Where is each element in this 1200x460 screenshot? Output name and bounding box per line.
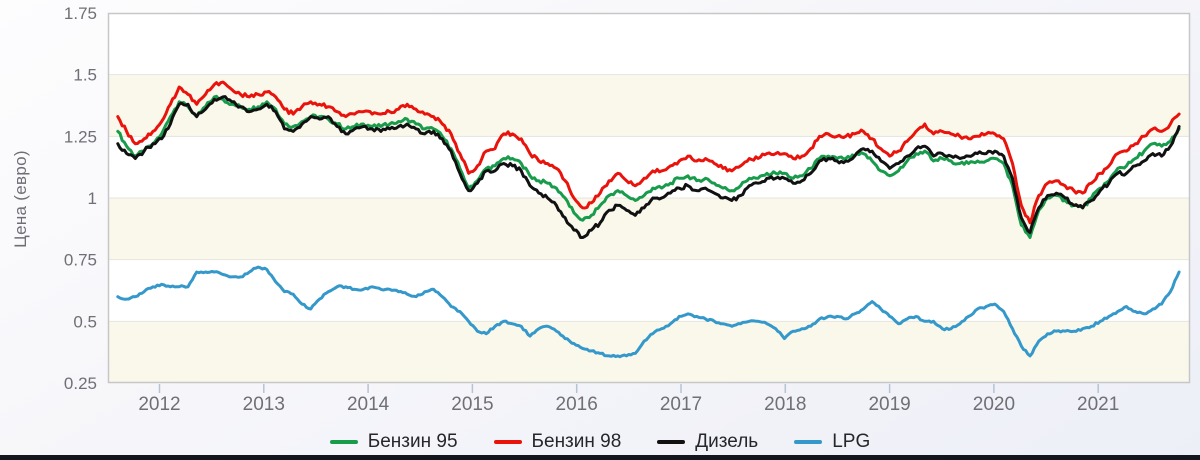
series-line-dizel bbox=[116, 95, 1181, 239]
plot-band bbox=[108, 321, 1190, 383]
x-tick-label: 2014 bbox=[347, 394, 390, 415]
y-tick-label: 0.25 bbox=[64, 374, 97, 393]
legend-swatch-dizel bbox=[657, 440, 686, 444]
legend-label-benzin-98: Бензин 98 bbox=[531, 431, 622, 452]
legend-item-dizel[interactable]: Дизель bbox=[657, 431, 758, 453]
legend-label-lpg: LPG bbox=[832, 431, 871, 452]
x-tick-label: 2015 bbox=[451, 394, 493, 415]
chart-legend: Бензин 95 Бензин 98 Дизель LPG bbox=[0, 429, 1200, 455]
x-tick-label: 2012 bbox=[138, 394, 180, 415]
y-tick-label: 0.5 bbox=[73, 312, 97, 331]
x-tick-label: 2021 bbox=[1077, 394, 1119, 415]
series-line-lpg bbox=[116, 265, 1181, 359]
legend-label-dizel: Дизель bbox=[695, 431, 759, 452]
legend-swatch-benzin-95 bbox=[329, 440, 358, 444]
x-tick-label: 2019 bbox=[868, 394, 910, 415]
x-tick-label: 2017 bbox=[660, 394, 702, 415]
x-tick-label: 2020 bbox=[973, 394, 1015, 415]
legend-label-benzin-95: Бензин 95 bbox=[367, 431, 458, 452]
plot-border bbox=[107, 12, 1191, 384]
y-tick-label: 1.25 bbox=[64, 127, 97, 146]
legend-swatch-benzin-98 bbox=[493, 440, 522, 444]
series-line-benzin-98 bbox=[116, 80, 1181, 225]
x-tick-label: 2018 bbox=[764, 394, 806, 415]
plot-area[interactable]: 0.25 0.5 0.75 1 1.25 1.5 1.75 2012 2013 2014 2015 2… bbox=[0, 0, 1200, 420]
legend-swatch-lpg bbox=[794, 440, 823, 444]
y-tick-label: 1 bbox=[88, 189, 97, 208]
legend-item-benzin-98[interactable]: Бензин 98 bbox=[493, 431, 622, 453]
y-tick-label: 0.75 bbox=[64, 251, 97, 270]
series-line-benzin-95 bbox=[116, 94, 1181, 239]
legend-item-benzin-95[interactable]: Бензин 95 bbox=[329, 431, 458, 453]
plot-band bbox=[108, 198, 1190, 260]
x-tick-label: 2016 bbox=[556, 394, 598, 415]
y-tick-label: 1.75 bbox=[64, 4, 97, 23]
y-tick-label: 1.5 bbox=[73, 66, 97, 85]
legend-item-lpg[interactable]: LPG bbox=[794, 431, 870, 453]
window-bottom-edge bbox=[0, 455, 1200, 460]
x-tick-label: 2013 bbox=[243, 394, 285, 415]
y-axis-title: Цена (евро) bbox=[11, 150, 30, 248]
